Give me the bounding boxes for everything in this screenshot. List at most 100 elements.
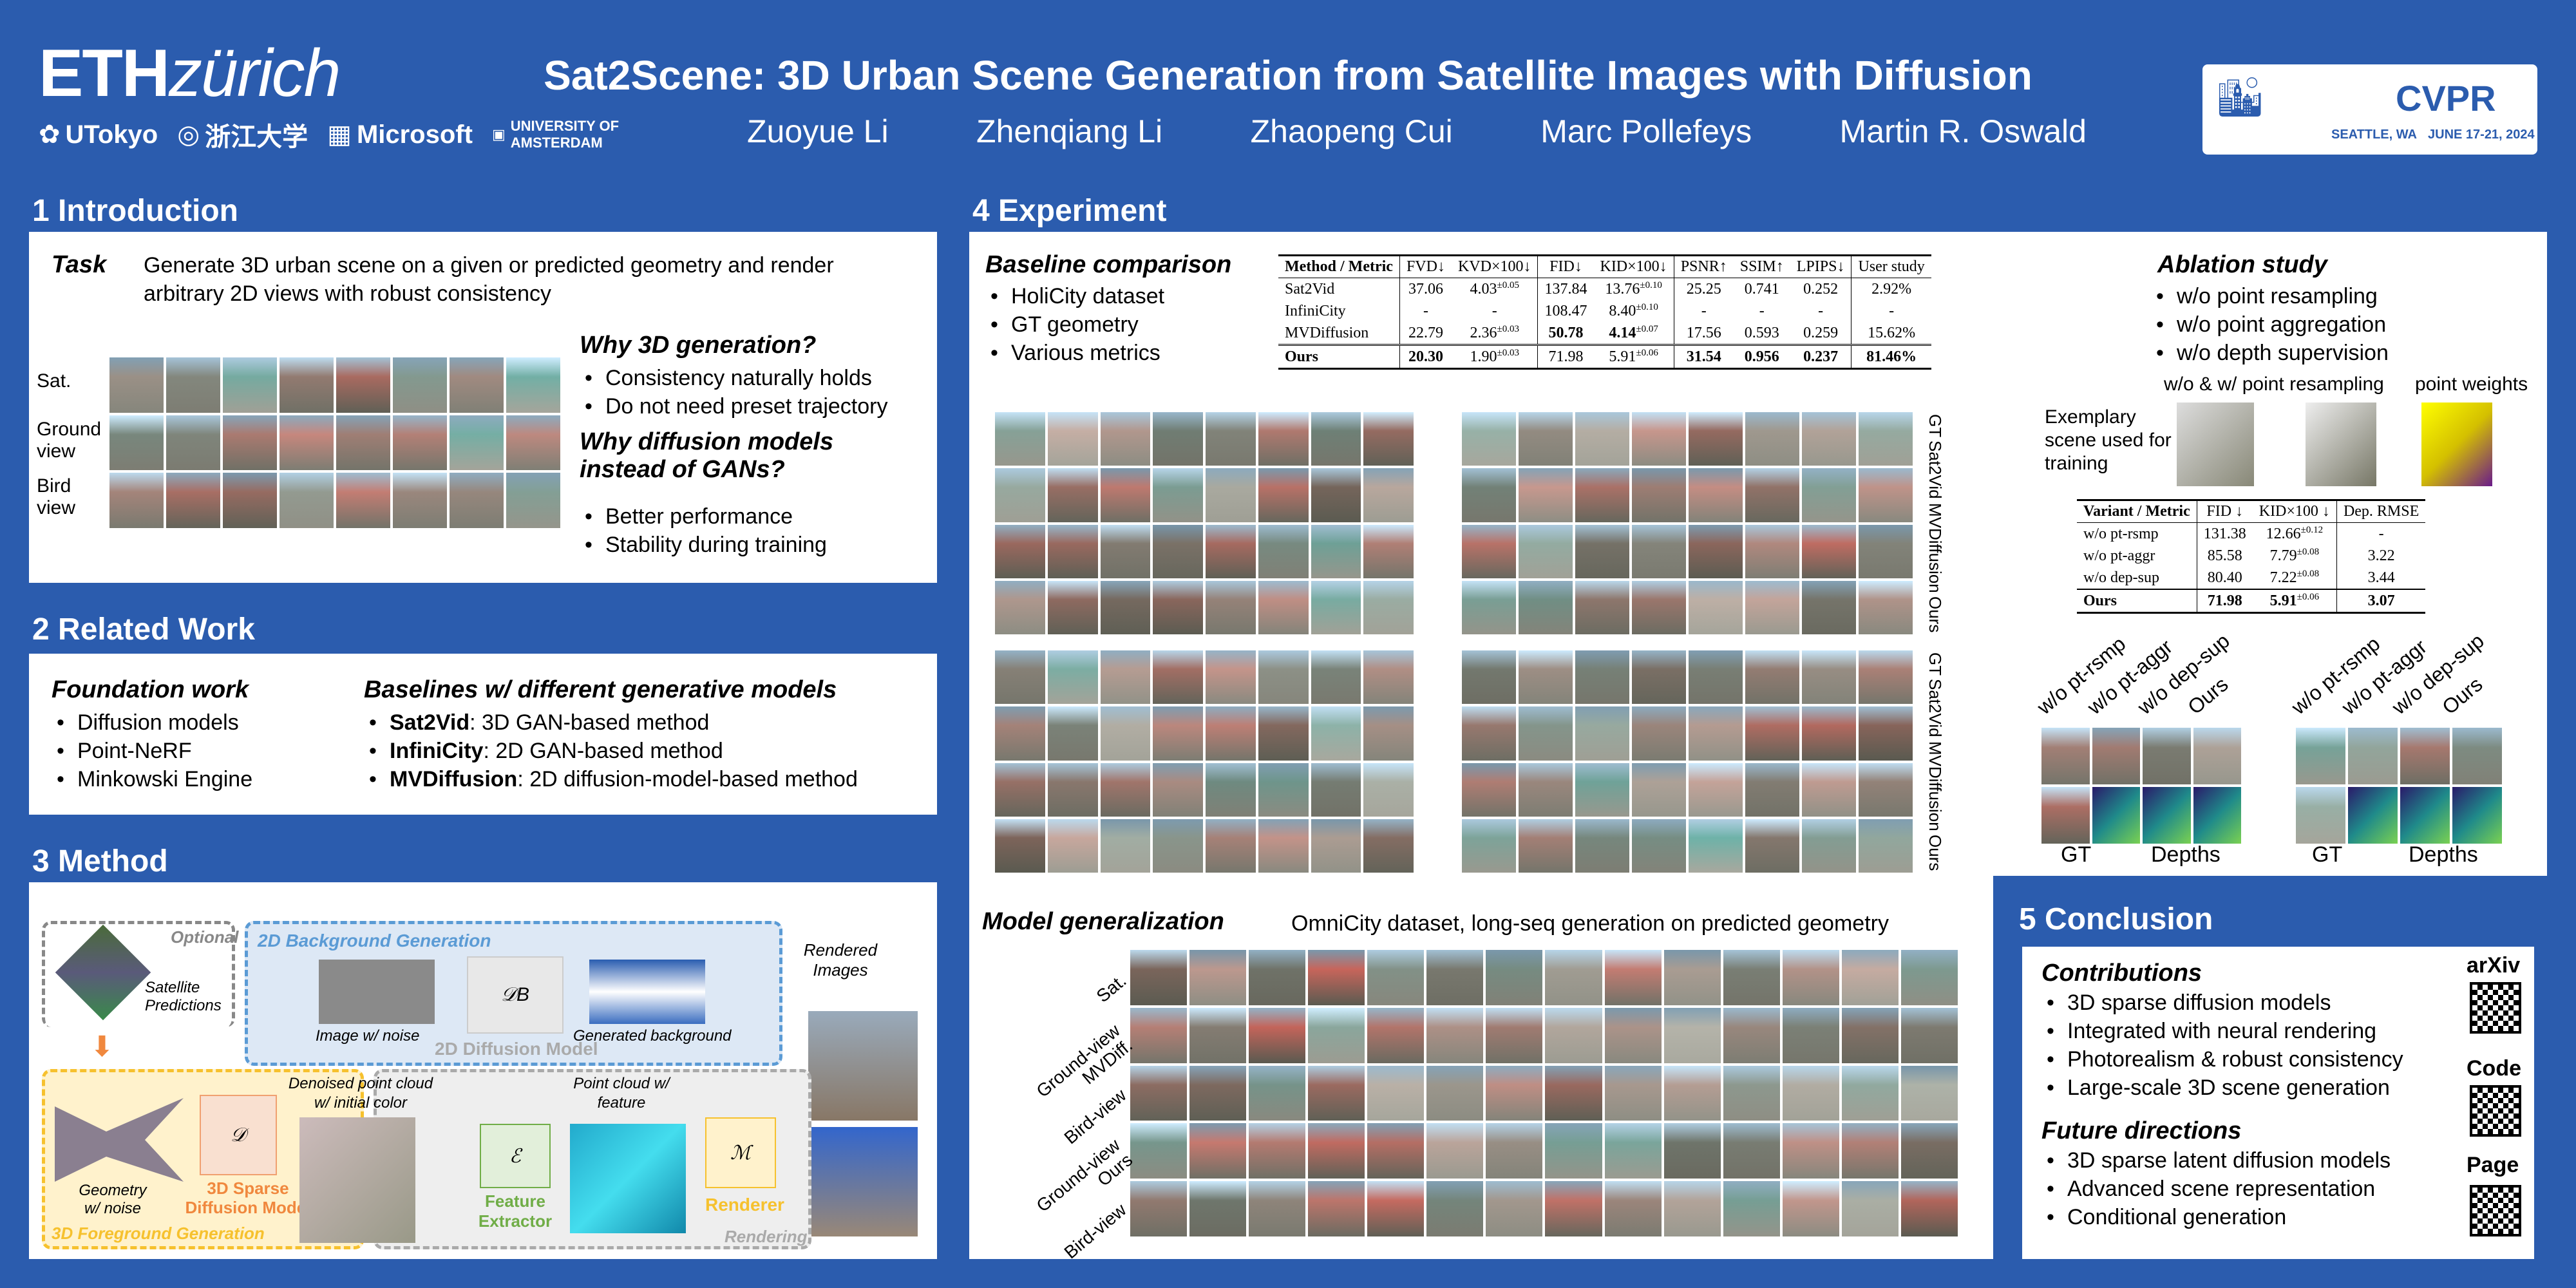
thumbnail-image [1663, 1123, 1721, 1179]
cell-value: - [1889, 302, 1895, 319]
std-dev: ±0.05 [1497, 280, 1519, 290]
foundation-title: Foundation work [52, 676, 249, 703]
feature-extractor-label: Feature Extractor [478, 1191, 553, 1231]
thumbnail-image [1519, 706, 1573, 761]
column-header: Dep. RMSE [2336, 500, 2426, 523]
cell-value: 108.47 [1544, 302, 1587, 319]
thumbnail-image [1519, 650, 1573, 705]
thumbnail-image [1745, 819, 1799, 873]
baseline-desc: : 3D GAN-based method [469, 710, 710, 735]
arxiv-qr-code[interactable] [2470, 982, 2521, 1034]
thumbnail-image [1900, 1007, 1958, 1063]
eth-logo-italic: zürich [169, 36, 341, 111]
thumbnail-image [1047, 650, 1098, 705]
thumbnail-image [1745, 762, 1799, 817]
list-item: 3D sparse diffusion models [2041, 989, 2403, 1017]
thumbnail-image [1689, 650, 1743, 705]
uva-logo: ▣ UNIVERSITY OF AMSTERDAM [492, 118, 640, 151]
table-cell: Ours [2077, 589, 2197, 613]
thumbnail-image [2452, 787, 2502, 844]
baseline-name: Sat2Vid [390, 710, 470, 735]
thumbnail-image [1426, 1007, 1484, 1063]
thumbnail-image [1249, 1123, 1306, 1179]
comparison-row-label: Sat2Vid [1926, 440, 1945, 500]
list-item: Consistency naturally holds [580, 364, 887, 392]
list-item: Advanced scene representation [2041, 1175, 2391, 1203]
thumbnail-image [1249, 1065, 1306, 1121]
utokyo-text: UTokyo [65, 120, 158, 149]
thumbnail-image [1802, 819, 1856, 873]
cell-value: - [1701, 302, 1707, 319]
row-label-bird: Bird view [37, 475, 76, 518]
table-cell: 3.22 [2336, 545, 2426, 567]
thumbnail-image [1723, 1007, 1780, 1063]
cell-value: - [1818, 302, 1824, 319]
code-qr-code[interactable] [2470, 1085, 2521, 1137]
page-label: Page [2467, 1153, 2519, 1177]
cell-value: 0.259 [1803, 324, 1839, 341]
image-noise-label: Image w/ noise [316, 1027, 420, 1045]
thumbnail-image [1802, 580, 1856, 634]
table-row: Ours 71.98 5.91±0.06 3.07 [2077, 589, 2426, 613]
table-row: w/o pt-rsmp 131.38 12.66±0.12 - [2077, 522, 2426, 545]
thumbnail-image [393, 357, 447, 413]
thumbnail-image [1206, 762, 1256, 817]
exemplary-label: Exemplary scene used for training [2045, 406, 2172, 474]
thumbnail-image [1047, 412, 1098, 466]
thumbnail-image [223, 415, 277, 471]
column-header: LPIPS↓ [1796, 258, 1845, 275]
thumbnail-image [1462, 524, 1516, 578]
thumbnail-image [1841, 1065, 1899, 1121]
thumbnail-image [1130, 1007, 1188, 1063]
point-cloud-feature-label: Point cloud w/ feature [573, 1075, 670, 1112]
thumbnail-image [1206, 580, 1256, 634]
3d-diffusion-block: 𝒟 [200, 1095, 277, 1175]
thumbnail-image [1249, 950, 1306, 1005]
geometry-label: Geometry w/ noise [79, 1182, 147, 1217]
thumbnail-image [2296, 728, 2345, 784]
thumbnail-image [506, 473, 560, 528]
cell-value: 7.79 [2269, 547, 2297, 564]
resample-label: w/o & w/ point resampling [2164, 374, 2384, 395]
thumbnail-image [109, 357, 164, 413]
thumbnail-image [1047, 468, 1098, 522]
table-cell: 5.91±0.06 [2253, 589, 2337, 613]
thumbnail-image [1311, 819, 1361, 873]
generated-background-image [589, 960, 705, 1024]
cell-value: - [1759, 302, 1765, 319]
table-cell: 80.40 [2196, 567, 2253, 589]
comparison-row-label: GT [1926, 652, 1945, 676]
denoised-point-cloud [299, 1117, 415, 1243]
thumbnail-image [1189, 1181, 1247, 1236]
thumbnail-image [1575, 524, 1629, 578]
cell-value: Sat2Vid [1285, 280, 1335, 298]
cell-value: w/o pt-rsmp [2083, 525, 2159, 542]
cvpr-location: SEATTLE, WA [2331, 128, 2417, 142]
table-cell: 50.78 [1537, 322, 1594, 345]
noisy-geometry [55, 1098, 184, 1182]
page-qr-code[interactable] [2470, 1185, 2521, 1236]
list-item: w/o point resampling [2151, 282, 2389, 310]
thumbnail-image [2296, 787, 2345, 844]
std-dev: ±0.06 [2297, 592, 2320, 602]
row-label-sat: Sat. [37, 370, 71, 392]
task-label: Task [52, 251, 107, 278]
2d-diffusion-label: 2D Diffusion Model [435, 1039, 598, 1059]
cell-value: 0.741 [1744, 280, 1779, 298]
related-work-panel: Foundation work Diffusion models Point-N… [29, 654, 937, 815]
why-3d-title: Why 3D generation? [580, 332, 817, 359]
thumbnail-image [1604, 1123, 1662, 1179]
cell-value: 5.91 [1609, 348, 1636, 365]
cell-value: MVDiffusion [1285, 324, 1369, 341]
thumbnail-image [1632, 580, 1686, 634]
thumbnail-image [1519, 524, 1573, 578]
table-cell: 2.92% [1851, 278, 1931, 300]
thumbnail-image [1575, 762, 1629, 817]
thumbnail-image [1258, 524, 1309, 578]
thumbnail-image [1153, 412, 1203, 466]
thumbnail-image [995, 524, 1045, 578]
thumbnail-image [1859, 819, 1913, 873]
comparison-row-label: GT [1926, 413, 1945, 437]
thumbnail-image [1859, 580, 1913, 634]
thumbnail-image [1308, 1123, 1365, 1179]
